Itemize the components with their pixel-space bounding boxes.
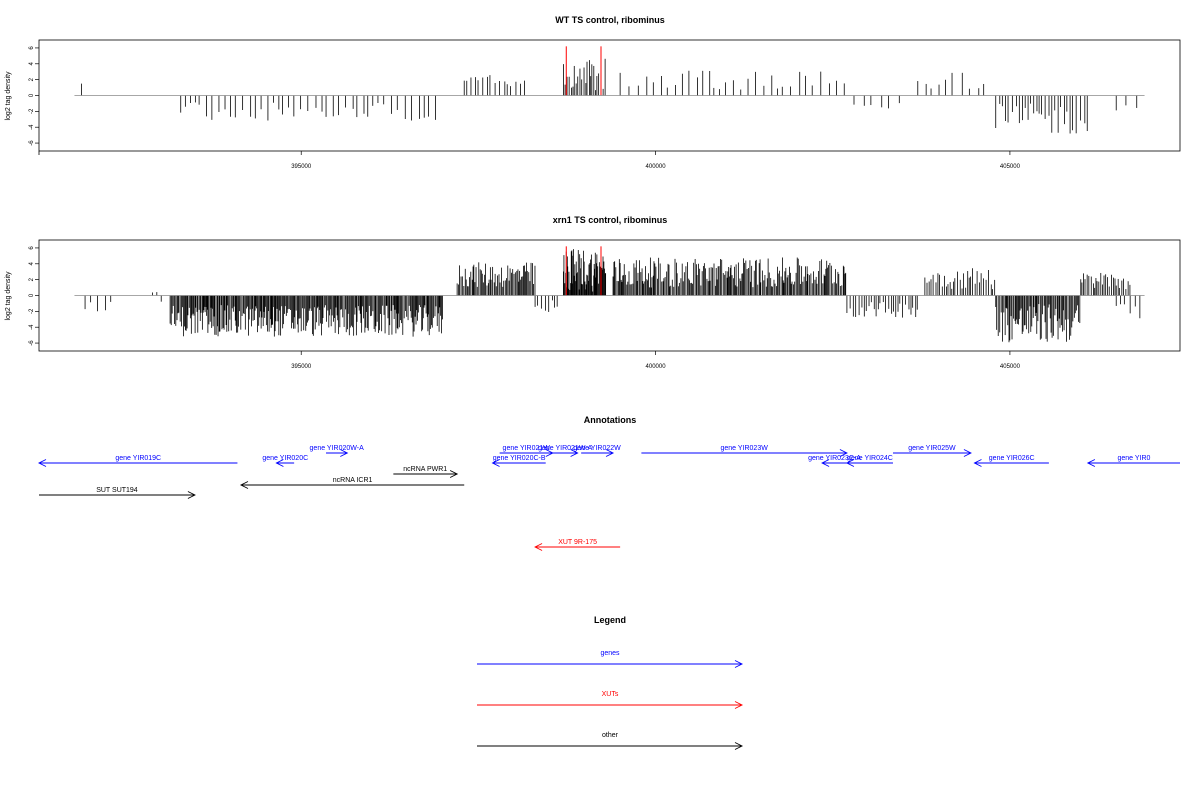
legend-arrowhead [734,660,744,668]
annotation-label: gene YIR020C [262,455,308,462]
legend-item: other [477,732,744,750]
wt-y-tick-label: 0 [29,93,35,97]
legend-items: genes XUTs other [477,650,744,750]
annotation-feature: gene YIR023W [641,445,848,457]
annotation-feature: gene YIR024C [845,455,893,467]
annotation-label: gene YIR021W [503,445,551,452]
xrn1-y-tick-label: -2 [29,308,35,314]
annotation-label: gene YIR020C-B [493,455,546,462]
annotation-arrowhead [605,449,615,457]
xrn1-x-axis: 395000 400000 405000 [291,351,1021,370]
annotation-arrowhead [491,459,500,467]
annotation-arrowhead [449,470,459,478]
xrn1-y-axis: -6 -4 -2 0 2 4 6 [29,246,39,346]
wt-x-axis: 395000 400000 405000 [291,151,1021,170]
annotation-arrowhead [839,449,848,457]
legend-title: Legend [594,615,626,625]
legend-section: Legend genes XUTs other [477,615,744,750]
annotation-arrowhead [275,459,284,467]
wt-y-tick-label: 2 [29,77,35,81]
xrn1-x-tick-label: 400000 [646,364,667,370]
annotation-label: gene YIR026C [989,455,1035,462]
legend-arrowhead [734,701,744,709]
xrn1-y-tick-label: 6 [29,246,35,250]
xrn1-y-tick-label: -4 [29,324,35,330]
legend-label: XUTs [602,691,619,698]
wt-y-tick-label: 6 [29,46,35,50]
xrn1-panel: xrn1 TS control, ribominus log2 tag dens… [5,215,1181,370]
legend-label: genes [600,650,620,657]
xrn1-panel-title: xrn1 TS control, ribominus [553,215,668,225]
wt-panel-title: WT TS control, ribominus [555,15,665,25]
wt-x-tick-label: 395000 [291,164,312,170]
annotation-feature: gene YIR025W [892,445,972,457]
annotation-feature: ncRNA PWR1 [393,466,459,478]
annotation-feature: gene YIR019C [37,455,238,467]
xrn1-y-tick-label: 4 [29,261,35,265]
legend-label: other [602,732,619,739]
wt-y-tick-label: -6 [29,140,35,146]
annotation-feature: gene YIR020C [262,455,308,467]
wt-y-tick-label: -2 [29,108,35,114]
xrn1-x-tick-label: 405000 [1000,364,1021,370]
xrn1-y-tick-label: 2 [29,277,35,281]
annotation-arrowhead [239,481,249,489]
annotation-arrowhead [963,449,972,457]
wt-bars [81,58,1138,134]
annotation-feature: ncRNA ICR1 [239,477,465,489]
annotation-arrowhead [570,449,579,457]
annotation-feature: gene YIR0 [1086,455,1180,467]
annotation-arrowhead [37,459,47,467]
annotation-label: gene YIR023C-A [808,455,861,462]
xrn1-y-axis-label: log2 tag density [5,271,12,321]
annotation-feature: SUT SUT194 [39,487,196,499]
wt-x-tick-label: 400000 [646,164,667,170]
annotation-feature: gene YIR026C [973,455,1049,467]
legend-item: XUTs [477,691,744,709]
annotation-arrowhead [845,459,855,467]
legend-item: genes [477,650,744,668]
wt-y-tick-label: -4 [29,124,35,130]
xrn1-y-tick-label: 0 [29,293,35,297]
annotation-label: gene YIR023W [720,445,768,452]
annotation-label: gene YIR024C [847,455,893,462]
annotation-arrowhead [187,491,196,499]
wt-highlight-bars [565,46,602,96]
annotation-arrowhead [340,449,349,457]
annotation-feature: gene YIR022W [573,445,621,457]
annotation-arrowhead [534,543,543,551]
wt-y-tick-label: 4 [29,61,35,65]
annotation-label: gene YIR020W-A [310,445,365,452]
annotation-feature: gene YIR020C-B [491,455,546,467]
annotation-label: gene YIR021W-A [538,445,593,452]
annotation-feature: gene YIR023C-A [808,455,861,467]
annotation-arrowhead [1086,459,1096,467]
annotation-label: gene YIR019C [115,455,161,462]
wt-y-axis-label: log2 tag density [5,71,12,121]
annotation-label: XUT 9R-175 [558,539,597,546]
annotation-arrowhead [973,459,982,467]
xrn1-y-tick-label: -6 [29,340,35,346]
wt-y-axis: -6 -4 -2 0 2 4 6 [29,46,39,146]
annotations-title: Annotations [584,415,637,425]
annotation-label: gene YIR022W [573,445,621,452]
annotation-feature: gene YIR021W-A [538,445,593,457]
annotation-label: gene YIR025W [908,445,956,452]
legend-arrowhead [734,742,744,750]
annotation-label: ncRNA PWR1 [403,466,447,473]
xrn1-bars [84,249,1141,343]
annotation-label: gene YIR0 [1117,455,1150,462]
xrn1-x-tick-label: 395000 [291,364,312,370]
annotation-label: ncRNA ICR1 [333,477,373,484]
wt-x-tick-label: 405000 [1000,164,1021,170]
annotation-label: SUT SUT194 [96,487,138,494]
annotation-feature: XUT 9R-175 [534,539,621,551]
wt-panel: WT TS control, ribominus log2 tag densit… [5,15,1181,170]
annotation-feature: gene YIR020W-A [310,445,365,457]
xrn1-highlight-bars [565,246,602,296]
annotation-arrowhead [821,459,830,467]
